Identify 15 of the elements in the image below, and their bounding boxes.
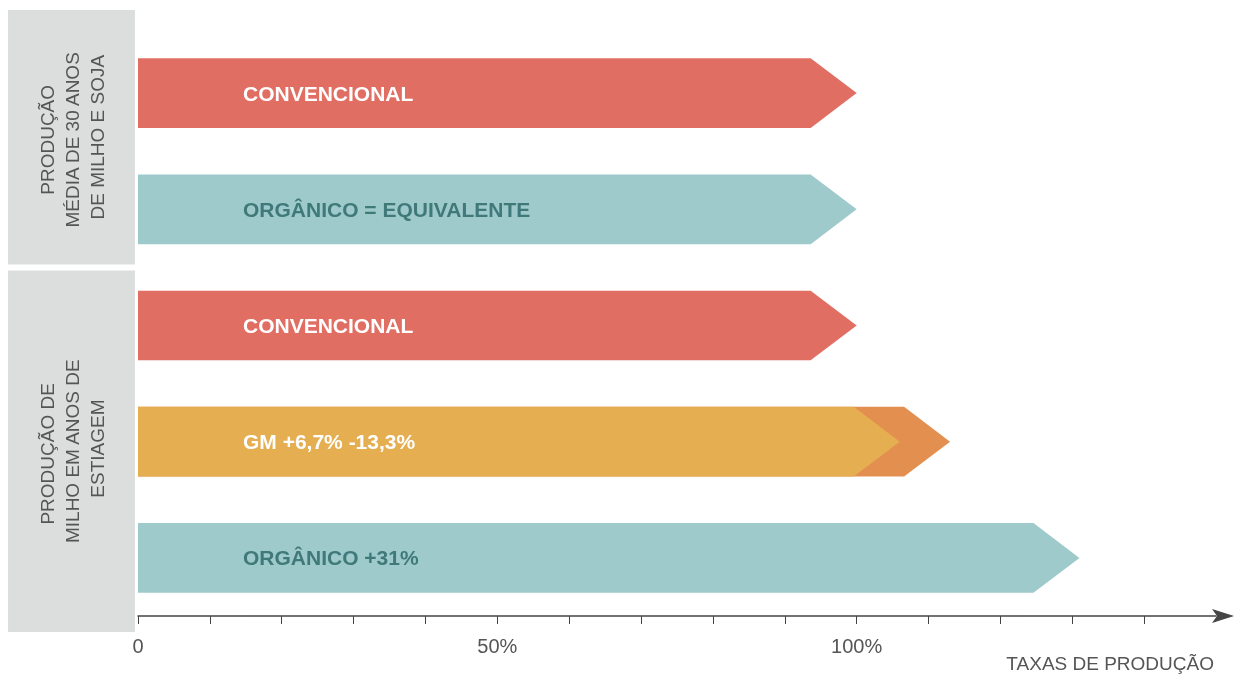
y-tick-label: CONVENCIONAL [243, 314, 414, 337]
text: PRODUÇÃO DE MILHO EM ANOS DE ESTIAGEM [36, 359, 108, 544]
x-tick-label: 100% [831, 635, 883, 657]
text: PRODUÇÃO MÉDIA DE 30 ANOS DE MILHO E SOJA [36, 46, 108, 228]
bar [138, 174, 857, 245]
y-tick-label: GM +6,7% -13,3% [243, 430, 416, 454]
y-tick-label: ORGÂNICO = EQUIVALENTE [243, 197, 531, 221]
bar [138, 290, 857, 361]
y-tick-label: ORGÂNICO +31% [243, 546, 419, 570]
y-tick-label: CONVENCIONAL [243, 81, 414, 105]
x-tick-label: 50% [477, 635, 518, 657]
x-tick-label: 0 [132, 635, 144, 657]
bar [138, 523, 1080, 593]
bar [138, 58, 857, 128]
x-axis-title: TAXAS DE PRODUÇÃO [1006, 653, 1214, 674]
